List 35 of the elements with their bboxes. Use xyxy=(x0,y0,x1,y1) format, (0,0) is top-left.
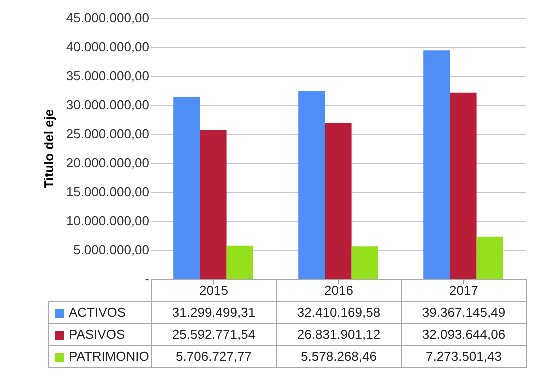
y-tick-label: 40.000.000,00 xyxy=(66,40,150,54)
bar xyxy=(424,50,450,279)
bar xyxy=(174,97,200,279)
x-tick-label: 2017 xyxy=(402,280,526,302)
legend-label: ACTIVOS xyxy=(48,302,152,324)
data-label: 5.706.727,77 xyxy=(152,346,276,368)
y-tick-label: 35.000.000,00 xyxy=(66,68,150,84)
data-label: 5.578.268,46 xyxy=(276,346,402,368)
y-tick-label: 30.000.000,00 xyxy=(66,98,150,112)
data-label: 7.273.501,43 xyxy=(402,346,526,368)
bar xyxy=(298,91,326,279)
bar xyxy=(200,130,227,279)
x-tick-label: 2016 xyxy=(276,280,402,302)
y-tick-label: 15.000.000,00 xyxy=(66,184,150,200)
bar xyxy=(476,236,504,279)
legend-label: PATRIMONIO xyxy=(48,346,152,368)
y-tick-label: 45.000.000,00 xyxy=(66,10,150,26)
data-label: 31.299.499,31 xyxy=(152,302,276,324)
y-tick-label: 25.000.000,00 xyxy=(66,126,150,142)
bar xyxy=(226,246,254,279)
y-tick-label: 10.000.000,00 xyxy=(66,214,150,228)
y-tick-label: 20.000.000,00 xyxy=(66,156,150,170)
y-axis-title: Titulo del eje xyxy=(41,109,56,189)
bar xyxy=(450,92,477,279)
data-label: 26.831.901,12 xyxy=(276,324,402,346)
data-label: 39.367.145,49 xyxy=(402,302,526,324)
bar xyxy=(325,123,352,279)
legend-label: PASIVOS xyxy=(48,324,152,346)
data-label: 32.093.644,06 xyxy=(402,324,526,346)
y-tick-label: 5.000.000,00 xyxy=(74,242,150,258)
y-tick-label: - xyxy=(145,272,150,286)
x-tick-label: 2015 xyxy=(152,280,276,302)
data-label: 32.410.169,58 xyxy=(276,302,402,324)
data-label: 25.592.771,54 xyxy=(152,324,276,346)
bar xyxy=(352,246,378,279)
